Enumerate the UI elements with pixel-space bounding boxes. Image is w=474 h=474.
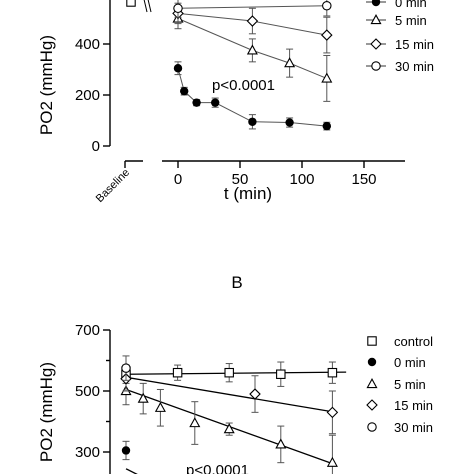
data-point-15-min: [249, 388, 261, 400]
legend-marker-0-min: [371, 0, 381, 7]
data-point-5-min: [321, 72, 333, 83]
data-point-15-min: [246, 15, 259, 27]
series-line-5-min: [177, 18, 327, 79]
y-tick-label: 0: [92, 138, 100, 155]
axis-break-mark: [143, 0, 148, 13]
p-value-annotation: p<0.0001: [186, 462, 249, 474]
baseline-point: [126, 0, 136, 7]
legend-label: 15 min: [394, 398, 433, 413]
data-point-0-min: [322, 121, 331, 131]
legend-marker-30-min: [367, 422, 377, 432]
data-point-5-min: [284, 57, 296, 68]
x-tick-label-baseline: Baseline: [94, 167, 132, 205]
data-point-0-min: [192, 98, 201, 107]
y-tick-label: 400: [75, 36, 100, 53]
legend-label: control: [394, 334, 433, 349]
legend-marker-15-min: [370, 38, 382, 50]
data-point-5-min: [246, 44, 258, 55]
y-tick-label: 200: [75, 87, 100, 104]
data-point-0-min: [121, 446, 131, 455]
data-point-5-min: [154, 401, 166, 412]
data-point-0-min: [211, 98, 220, 107]
x-axis-label: t (min): [224, 184, 272, 203]
panel-label: B: [231, 273, 242, 292]
data-point-30-min: [322, 1, 332, 11]
data-point-0-min: [173, 64, 183, 73]
axis-break-mark: [147, 0, 152, 13]
legend-marker-5-min: [366, 378, 378, 389]
legend-label: 15 min: [395, 37, 434, 52]
data-point-15-min: [321, 29, 333, 41]
legend-label: 30 min: [394, 420, 433, 435]
data-point-30-min: [121, 363, 131, 373]
data-point-5-min: [137, 392, 149, 403]
x-tick-label: 150: [351, 171, 376, 188]
y-axis-label: PO2 (mmHg): [37, 362, 56, 462]
data-point-control: [276, 369, 286, 379]
data-point-30-min: [173, 3, 183, 14]
fit-line-0-min: [125, 468, 138, 474]
p-value-annotation: p<0.0001: [212, 77, 275, 94]
x-tick-label: 50: [232, 171, 249, 188]
y-tick-label: 300: [75, 444, 100, 461]
legend-marker-control: [367, 336, 377, 346]
series-line-30-min: [177, 5, 327, 9]
data-point-5-min: [326, 456, 338, 467]
y-axis-label: PO2 (mmHg): [37, 35, 56, 135]
legend-marker-15-min: [366, 399, 378, 411]
data-point-control: [224, 367, 234, 378]
legend-marker-5-min: [370, 14, 382, 25]
legend-label: 30 min: [395, 59, 434, 74]
legend-label: 0 min: [394, 355, 426, 370]
panel-a: 0 200 400 PO2 (mmHg) 0 50 100 150 Baseline t (min…: [37, 0, 434, 205]
y-tick-label: 700: [75, 322, 100, 339]
fit-line-15-min: [125, 376, 333, 413]
x-tick-label: 0: [174, 171, 182, 188]
data-point-0-min: [248, 117, 257, 126]
fit-line-control: [125, 371, 347, 375]
y-tick-label: 500: [75, 383, 100, 400]
plot-area: [126, 0, 333, 131]
data-point-control: [327, 367, 338, 378]
plot-area: [120, 355, 347, 474]
data-point-5-min: [275, 438, 287, 449]
legend-label: 5 min: [394, 377, 426, 392]
legend-label: 0 min: [395, 0, 427, 10]
data-point-0-min: [285, 118, 294, 127]
data-point-5-min: [189, 417, 201, 428]
data-point-control: [172, 367, 183, 378]
legend-marker-0-min: [367, 357, 377, 367]
legend-marker-30-min: [371, 61, 381, 71]
data-point-5-min: [223, 423, 235, 434]
panel-b: B 300 500 700 PO2 (mmHg) p<0.0001 control 0 min…: [37, 273, 433, 474]
data-point-0-min: [180, 86, 189, 96]
x-tick-label: 100: [289, 171, 314, 188]
data-point-15-min: [326, 406, 339, 419]
legend-label: 5 min: [395, 13, 427, 28]
